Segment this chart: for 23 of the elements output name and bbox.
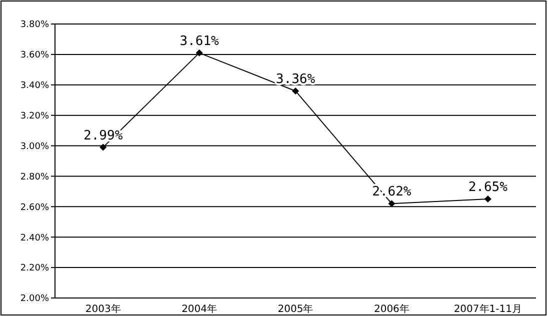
y-tick-label: 3.20% (20, 111, 50, 122)
y-tick-label: 3.60% (20, 50, 50, 61)
x-tick-label: 2003年 (85, 303, 121, 315)
point (100, 144, 107, 151)
data-label: 2.65% (468, 180, 508, 196)
point (484, 196, 492, 203)
y-tick-label: 3.80% (20, 20, 50, 30)
y-tick-label: 2.00% (20, 294, 50, 304)
data-label: 3.61% (180, 34, 220, 49)
point (196, 49, 203, 56)
y-tick-label: 2.20% (20, 264, 50, 274)
y-tick-label: 2.60% (20, 202, 50, 213)
x-tick-label: 2006年 (374, 303, 410, 315)
point (388, 200, 396, 208)
x-tick-label: 2005年 (278, 303, 314, 315)
point (292, 87, 299, 94)
data-label: 3.36% (276, 72, 316, 87)
y-tick-label: 3.00% (20, 142, 50, 152)
y-tick-label: 2.40% (20, 233, 50, 244)
y-tick-label: 3.40% (20, 81, 50, 92)
y-tick-label: 2.80% (20, 172, 50, 182)
x-tick-label: 2004年 (182, 303, 218, 315)
x-tick-label: 2007年1-11月 (454, 303, 522, 315)
